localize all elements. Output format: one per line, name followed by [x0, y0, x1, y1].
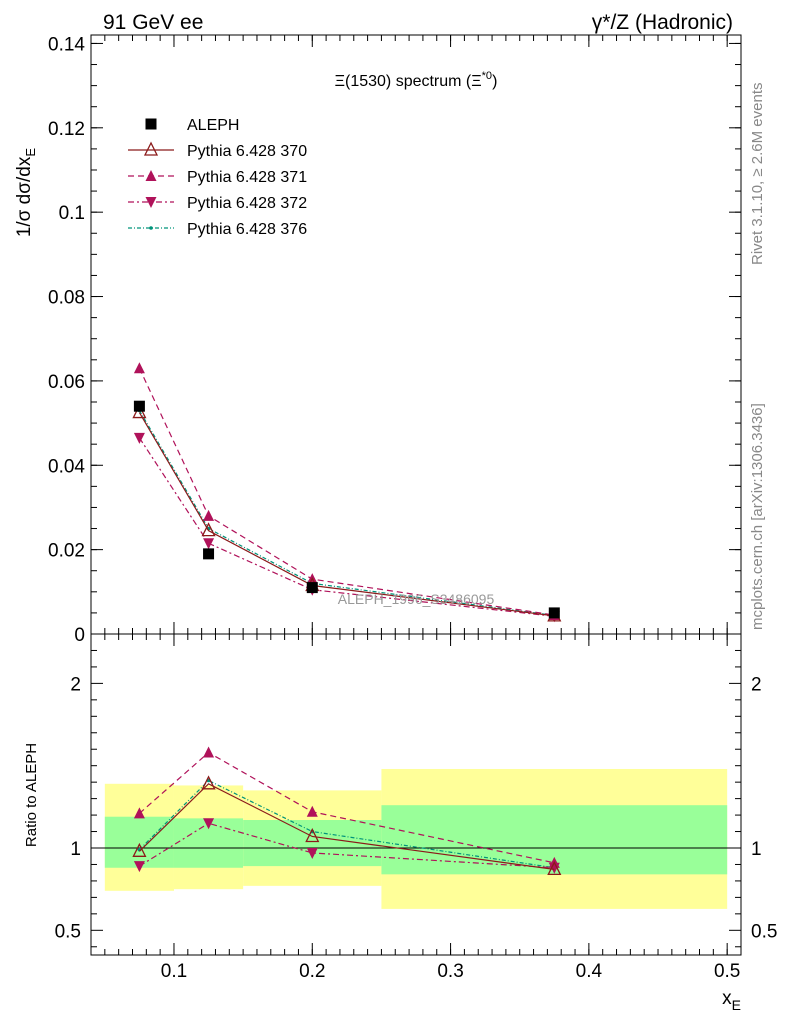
- main-frame: [90, 34, 742, 635]
- rivet-version-label: Rivet 3.1.10, ≥ 2.6M events: [749, 83, 766, 266]
- ratio-point-pythia-6-428-370: [132, 842, 147, 857]
- ratio-y-tick-label-right: 2: [751, 674, 762, 695]
- main-y-tick-label: 0: [74, 625, 85, 646]
- main-point-aleph: [548, 607, 560, 619]
- ratio-line-pythia-6-428-371: [139, 751, 555, 864]
- legend-marker-pythia-6-428-370: [143, 141, 159, 156]
- main-line-pythia-6-428-376: [138, 410, 555, 617]
- analysis-watermark: ALEPH_1996_S3486095: [338, 591, 495, 607]
- mcplots-label: mcplots.cern.ch [arXiv:1306.3436]: [749, 403, 766, 630]
- main-y-tick-label: 0.02: [48, 541, 85, 562]
- main-point-pythia-6-428-371: [203, 509, 215, 521]
- ratio-point-pythia-6-428-370: [201, 775, 216, 790]
- legend: ALEPH Pythia 6.428 370 Pythia 6.428 371 Pyt…: [128, 117, 307, 238]
- legend-label-pythia-6-428-370: Pythia 6.428 370: [187, 143, 307, 160]
- legend-label-aleph: ALEPH: [187, 117, 239, 134]
- header-right-label: γ*/Z (Hadronic): [592, 11, 733, 34]
- main-y-tick-label: 0.08: [48, 288, 85, 309]
- legend-marker-pythia-6-428-372: [145, 197, 157, 208]
- ratio-series: [132, 746, 562, 876]
- ratio-y-tick-label: 0.5: [55, 921, 81, 942]
- ratio-point-pythia-6-428-371: [203, 746, 215, 758]
- ratio-point-pythia-6-428-372: [133, 861, 145, 873]
- legend-label-pythia-6-428-376: Pythia 6.428 376: [187, 221, 307, 238]
- legend-label-pythia-6-428-372: Pythia 6.428 372: [187, 195, 307, 212]
- main-y-axis-label: 1/σ dσ/dxE: [14, 148, 38, 238]
- ratio-line-pythia-6-428-376: [138, 779, 555, 869]
- ratio-y-tick-label-right: 0.5: [751, 921, 777, 942]
- main-point-pythia-6-428-372: [133, 432, 145, 444]
- ratio-line-pythia-6-428-370: [138, 783, 555, 870]
- band-green: [104, 816, 174, 868]
- ratio-point-pythia-6-428-372: [306, 847, 318, 859]
- legend-label-pythia-6-428-371: Pythia 6.428 371: [187, 169, 307, 186]
- main-point-pythia-6-428-371: [133, 362, 145, 374]
- ratio-point-pythia-6-428-371: [133, 807, 145, 819]
- ratio-point-pythia-6-428-370: [305, 828, 320, 843]
- ratio-line-pythia-6-428-372: [139, 822, 555, 869]
- main-line-pythia-6-428-371: [138, 367, 555, 616]
- ratio-y-tick-label-right: 1: [751, 839, 762, 860]
- x-tick-label: 0.2: [299, 961, 325, 982]
- main-y-tick-label: 0.14: [48, 34, 85, 55]
- main-point-aleph: [203, 548, 215, 560]
- main-y-tick-label: 0.04: [48, 456, 85, 477]
- main-point-aleph: [306, 582, 318, 594]
- ratio-y-axis-label: Ratio to ALEPH: [23, 743, 40, 847]
- main-point-pythia-6-428-370: [201, 522, 216, 537]
- ratio-y-tick-label: 1: [70, 839, 81, 860]
- x-tick-label: 0.3: [437, 961, 463, 982]
- ratio-point-pythia-6-428-370: [547, 860, 562, 876]
- main-point-pythia-6-428-372: [203, 538, 215, 550]
- legend-marker-aleph: [145, 118, 157, 130]
- ratio-point-pythia-6-428-372: [203, 818, 215, 830]
- main-line-pythia-6-428-372: [138, 437, 555, 617]
- main-axis: 0 0.02 0.04 0.06 0.08 0.1 0.12 0.14: [48, 34, 742, 646]
- ratio-y-tick-label: 2: [70, 674, 81, 695]
- main-y-tick-label: 0.1: [59, 203, 85, 224]
- main-line-pythia-6-428-370: [138, 412, 555, 617]
- legend-marker-pythia-6-428-371: [145, 170, 157, 181]
- plot-title: Ξ(1530) spectrum (Ξ*0): [335, 70, 498, 90]
- main-y-tick-label: 0.06: [48, 372, 85, 393]
- legend-marker-pythia-6-428-376: [149, 226, 153, 230]
- main-series: [132, 362, 562, 623]
- ratio-point-pythia-6-428-371: [306, 805, 318, 817]
- header-left-label: 91 GeV ee: [103, 11, 203, 34]
- x-axis-label: xE: [722, 988, 741, 1013]
- ratio-uncertainty-bands: [91, 768, 741, 909]
- main-y-tick-label: 0.12: [48, 119, 85, 140]
- x-tick-label: 0.4: [576, 961, 603, 982]
- x-tick-label: 0.5: [714, 961, 740, 982]
- main-point-aleph: [133, 400, 145, 412]
- x-tick-label: 0.1: [161, 961, 187, 982]
